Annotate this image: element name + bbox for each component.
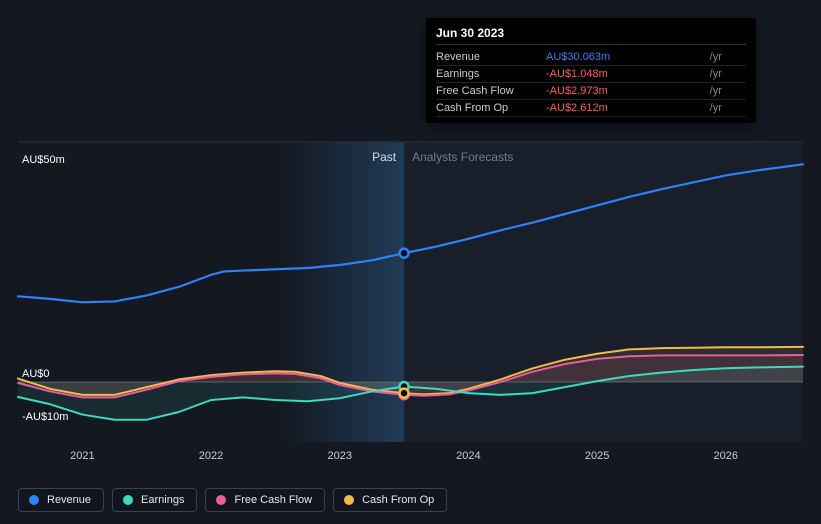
- y-tick-label: AU$50m: [22, 154, 65, 166]
- legend-label: Cash From Op: [362, 494, 434, 506]
- tooltip-key: Revenue: [436, 49, 546, 66]
- tooltip-row: Earnings-AU$1.048m/yr: [436, 66, 746, 83]
- tooltip-key: Free Cash Flow: [436, 83, 546, 100]
- x-tick-label: 2026: [714, 450, 738, 462]
- legend-item-revenue[interactable]: Revenue: [18, 488, 104, 512]
- legend-label: Free Cash Flow: [234, 494, 312, 506]
- tooltip-unit: /yr: [706, 49, 746, 66]
- chart-tooltip: Jun 30 2023 RevenueAU$30.063m/yrEarnings…: [426, 18, 756, 123]
- tooltip-unit: /yr: [706, 66, 746, 83]
- financial-chart: -AU$10m AU$0 AU$50m 2021 2022 2023 2024 2025 20…: [0, 0, 821, 524]
- legend-item-fcf[interactable]: Free Cash Flow: [205, 488, 325, 512]
- tooltip-row: Cash From Op-AU$2.612m/yr: [436, 100, 746, 117]
- y-tick-label: -AU$10m: [22, 411, 68, 423]
- section-label-forecast: Analysts Forecasts: [412, 150, 513, 164]
- x-tick-label: 2021: [70, 450, 94, 462]
- x-tick-label: 2023: [327, 450, 351, 462]
- tooltip-row: Free Cash Flow-AU$2.973m/yr: [436, 83, 746, 100]
- tooltip-value: -AU$2.973m: [546, 83, 706, 100]
- legend-label: Earnings: [141, 494, 184, 506]
- tooltip-unit: /yr: [706, 100, 746, 117]
- x-tick-label: 2022: [199, 450, 223, 462]
- legend-item-cashop[interactable]: Cash From Op: [333, 488, 447, 512]
- legend-swatch: [216, 495, 226, 505]
- x-tick-label: 2025: [585, 450, 609, 462]
- tooltip-value: -AU$1.048m: [546, 66, 706, 83]
- tooltip-row: RevenueAU$30.063m/yr: [436, 49, 746, 66]
- legend-label: Revenue: [47, 494, 91, 506]
- tooltip-key: Earnings: [436, 66, 546, 83]
- legend-swatch: [29, 495, 39, 505]
- tooltip-table: RevenueAU$30.063m/yrEarnings-AU$1.048m/y…: [436, 49, 746, 117]
- legend-item-earnings[interactable]: Earnings: [112, 488, 197, 512]
- tooltip-unit: /yr: [706, 83, 746, 100]
- tooltip-value: AU$30.063m: [546, 49, 706, 66]
- legend-swatch: [344, 495, 354, 505]
- highlight-point-revenue: [400, 249, 409, 258]
- legend-swatch: [123, 495, 133, 505]
- tooltip-key: Cash From Op: [436, 100, 546, 117]
- highlight-point-cashop: [400, 389, 409, 398]
- x-tick-label: 2024: [456, 450, 480, 462]
- tooltip-value: -AU$2.612m: [546, 100, 706, 117]
- chart-legend: Revenue Earnings Free Cash Flow Cash From O…: [18, 488, 447, 512]
- y-tick-label: AU$0: [22, 368, 50, 380]
- tooltip-title: Jun 30 2023: [436, 26, 746, 40]
- section-label-past: Past: [372, 150, 396, 164]
